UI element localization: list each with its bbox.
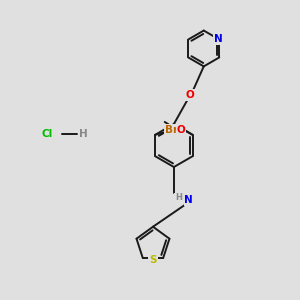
Text: Cl: Cl xyxy=(41,129,52,139)
Text: N: N xyxy=(184,195,193,205)
Text: H: H xyxy=(79,129,88,139)
Text: H: H xyxy=(175,193,182,202)
Text: N: N xyxy=(214,34,223,44)
Text: S: S xyxy=(149,256,157,266)
Text: O: O xyxy=(186,90,195,100)
Text: O: O xyxy=(177,125,185,135)
Text: Br: Br xyxy=(165,125,178,135)
